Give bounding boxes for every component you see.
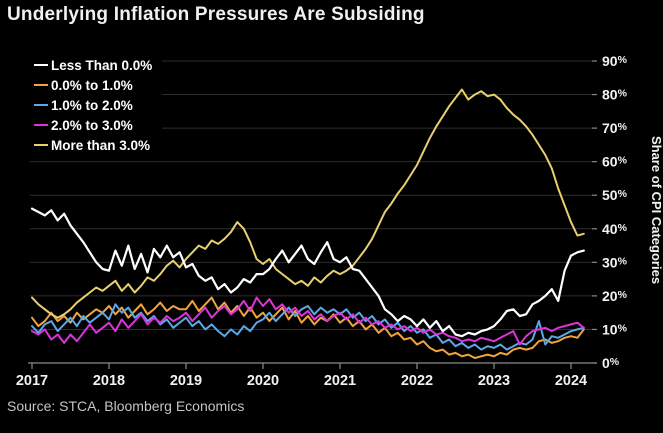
legend-item-4: More than 3.0% [34,135,152,155]
legend-swatch-2 [34,103,48,107]
legend-item-2: 1.0% to 2.0% [34,95,152,115]
legend-label-1: 0.0% to 1.0% [51,77,133,93]
y-axis-label: 30% [602,254,628,270]
x-axis-label: 2024 [555,373,587,389]
chart-legend: Less Than 0.0% 0.0% to 1.0% 1.0% to 2.0% 2.… [30,53,163,158]
x-axis-label: 2023 [478,373,510,389]
source-note: Source: STCA, Bloomberg Economics [7,398,245,414]
legend-label-2: 1.0% to 2.0% [51,97,133,113]
legend-item-0: Less Than 0.0% [34,55,152,75]
legend-swatch-0 [34,63,48,67]
legend-swatch-3 [34,123,48,127]
x-axis-label: 2019 [170,373,202,389]
x-axis-label: 2021 [324,373,356,389]
y-axis-label: 70% [602,120,628,136]
y-axis-label: 20% [602,288,628,304]
series-line-2 [31,303,585,351]
y-axis-label: 60% [602,154,628,170]
y-axis-label: 0% [602,355,620,371]
y-axis-label: 80% [602,87,628,103]
legend-item-3: 2.0% to 3.0% [34,115,152,135]
x-axis-label: 2017 [16,373,48,389]
legend-label-4: More than 3.0% [51,137,151,153]
y-axis-label: 10% [602,321,628,337]
x-axis-label: 2022 [401,373,433,389]
series-line-3 [31,296,585,346]
y-axis-label: 50% [602,187,628,203]
legend-swatch-4 [34,143,48,147]
legend-item-1: 0.0% to 1.0% [34,75,152,95]
legend-swatch-1 [34,83,48,87]
y-axis-label: 90% [602,53,628,69]
legend-label-0: Less Than 0.0% [51,57,153,73]
series-line-4 [31,88,585,319]
y-axis-title: Share of CPI Categories [649,136,663,284]
x-axis-label: 2018 [93,373,125,389]
y-axis-label: 40% [602,221,628,237]
x-axis-label: 2020 [247,373,279,389]
series-line-0 [30,207,585,338]
chart-title: Underlying Inflation Pressures Are Subsi… [7,4,425,25]
legend-label-3: 2.0% to 3.0% [51,117,133,133]
